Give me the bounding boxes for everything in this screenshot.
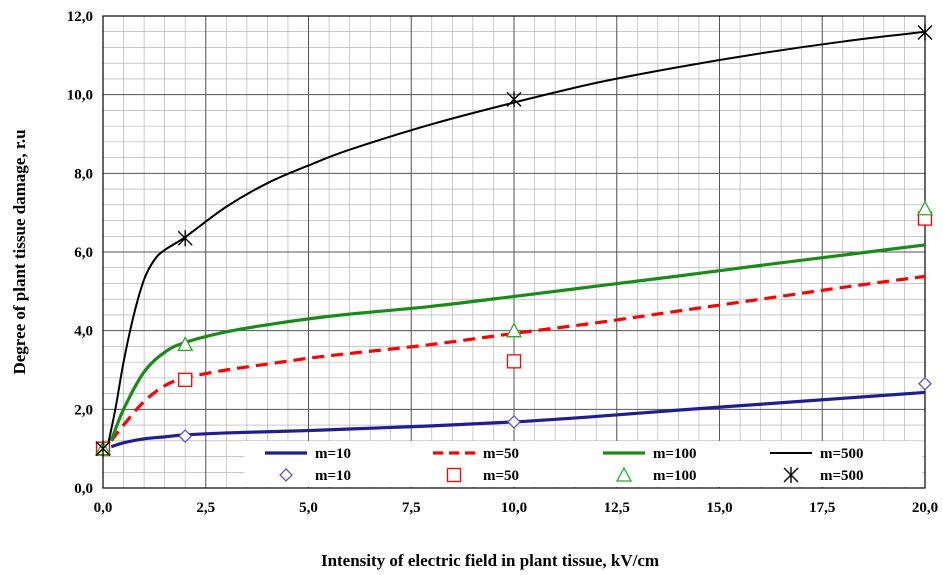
x-tick-label: 0,0	[94, 500, 113, 516]
legend-label-m=10: m=10	[315, 468, 351, 484]
curves	[106, 30, 926, 449]
y-tick-label: 6,0	[74, 245, 93, 261]
legend-label-m=100: m=100	[653, 446, 697, 462]
y-tick-label: 8,0	[74, 166, 93, 182]
x-tick-label: 15,0	[706, 500, 732, 516]
marker-m=10	[918, 376, 932, 391]
x-tick-label: 7,5	[402, 500, 421, 516]
marker-m=500	[506, 91, 522, 108]
x-tick-label: 10,0	[501, 500, 527, 516]
marker-m=100	[177, 336, 194, 352]
marker-m=500	[177, 230, 193, 247]
y-axis-ticks: 0,0 2,0 4,0 6,0 8,0 10,0 12,0	[67, 9, 93, 497]
y-tick-label: 4,0	[74, 324, 93, 340]
y-axis-title: Degree of plant tissue damage, r.u	[10, 129, 29, 374]
x-tick-label: 2,5	[196, 500, 215, 516]
x-tick-label: 12,5	[604, 500, 630, 516]
y-tick-label: 12,0	[67, 9, 93, 25]
legend: m=10 m=50 m=100 m=500 m=10 m=50 m=100 m=500	[244, 441, 922, 487]
marker-m=10	[507, 415, 521, 429]
legend-marker-m=500	[783, 467, 799, 483]
marker-m=50	[178, 372, 193, 387]
x-axis-ticks: 0,0 2,5 5,0 7,5 10,0 12,5 15,0 17,5 20,0	[94, 500, 939, 516]
marker-m=50	[506, 354, 522, 369]
y-tick-label: 10,0	[67, 88, 93, 104]
x-tick-label: 5,0	[299, 500, 318, 516]
markers	[94, 24, 934, 457]
marker-m=100	[916, 200, 934, 216]
marker-m=500	[917, 24, 933, 41]
legend-marker-m=50	[446, 467, 462, 483]
legend-label-m=50: m=50	[483, 446, 519, 462]
legend-box	[244, 441, 922, 487]
curve-m=100	[109, 243, 926, 442]
legend-label-m=50: m=50	[483, 468, 519, 484]
x-tick-label: 20,0	[912, 500, 938, 516]
curve-m=50	[109, 274, 926, 442]
legend-label-m=500: m=500	[820, 446, 864, 462]
x-axis-title: Intensity of electric field in plant tis…	[321, 551, 659, 570]
y-tick-label: 2,0	[74, 402, 93, 418]
curve-m=500	[106, 30, 926, 449]
x-tick-label: 17,5	[809, 500, 835, 516]
legend-marker-m=100	[615, 466, 633, 482]
legend-label-m=10: m=10	[315, 446, 351, 462]
marker-m=10	[178, 429, 193, 443]
marker-m=100	[505, 322, 523, 338]
marker-m=500	[95, 440, 111, 457]
y-tick-label: 0,0	[74, 481, 93, 497]
legend-label-m=100: m=100	[653, 468, 697, 484]
plot-frame	[102, 15, 926, 489]
legend-label-m=500: m=500	[820, 468, 864, 484]
curve-m=10	[110, 390, 926, 449]
legend-marker-m=10	[279, 468, 293, 482]
